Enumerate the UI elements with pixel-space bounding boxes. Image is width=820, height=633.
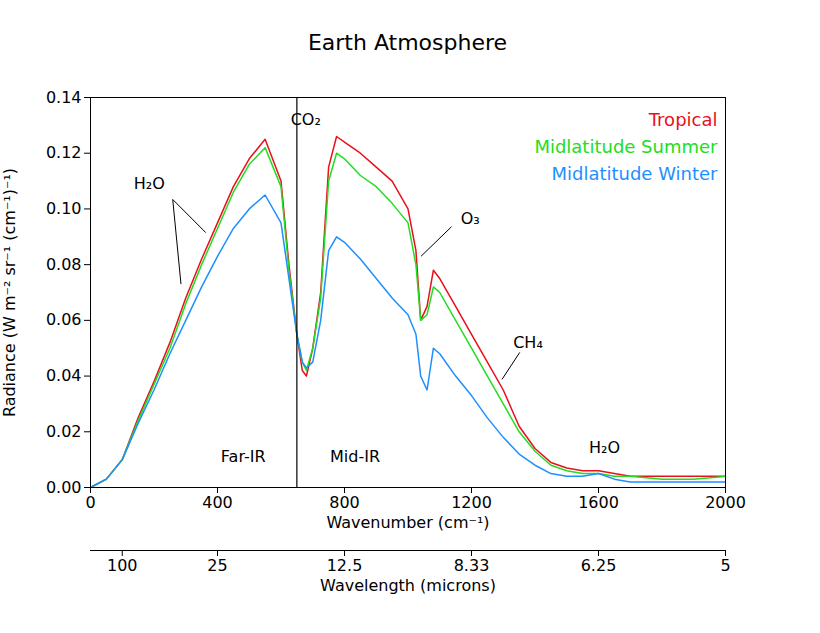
svg-text:400: 400: [202, 493, 233, 512]
svg-text:0: 0: [85, 493, 95, 512]
svg-text:Mid-IR: Mid-IR: [330, 447, 380, 466]
svg-text:6.25: 6.25: [581, 556, 617, 575]
svg-text:CH₄: CH₄: [513, 333, 543, 352]
svg-text:CO₂: CO₂: [291, 110, 321, 129]
svg-text:0.14: 0.14: [46, 88, 82, 107]
svg-text:5: 5: [720, 556, 730, 575]
svg-text:Wavenumber (cm⁻¹): Wavenumber (cm⁻¹): [326, 513, 489, 532]
svg-text:12.5: 12.5: [327, 556, 363, 575]
svg-text:1200: 1200: [451, 493, 492, 512]
html-text:Earth Atmosphere: Earth Atmosphere: [307, 30, 508, 55]
svg-text:0.10: 0.10: [46, 199, 82, 218]
svg-text:1600: 1600: [578, 493, 619, 512]
svg-text:25: 25: [207, 556, 227, 575]
svg-text:800: 800: [329, 493, 360, 512]
svg-text:8.33: 8.33: [454, 556, 490, 575]
svg-text:O₃: O₃: [461, 209, 480, 228]
svg-text:100: 100: [107, 556, 138, 575]
svg-text:0.04: 0.04: [46, 366, 82, 385]
svg-text:Midlatitude Summer: Midlatitude Summer: [534, 136, 718, 157]
svg-text:H₂O: H₂O: [589, 438, 620, 457]
svg-text:0.08: 0.08: [46, 255, 82, 274]
svg-text:Radiance (W m⁻² sr⁻¹ (cm⁻¹)⁻¹): Radiance (W m⁻² sr⁻¹ (cm⁻¹)⁻¹): [0, 168, 19, 417]
svg-text:2000: 2000: [705, 493, 746, 512]
svg-text:0.12: 0.12: [46, 143, 82, 162]
svg-text:Far-IR: Far-IR: [221, 447, 266, 466]
svg-text:0.02: 0.02: [46, 422, 82, 441]
svg-text:0.06: 0.06: [46, 310, 82, 329]
svg-text:Tropical: Tropical: [648, 109, 718, 130]
svg-text:0.00: 0.00: [46, 478, 82, 497]
svg-text:H₂O: H₂O: [134, 174, 165, 193]
svg-text:Wavelength (microns): Wavelength (microns): [320, 576, 496, 595]
svg-text:Midlatitude Winter: Midlatitude Winter: [551, 163, 718, 184]
